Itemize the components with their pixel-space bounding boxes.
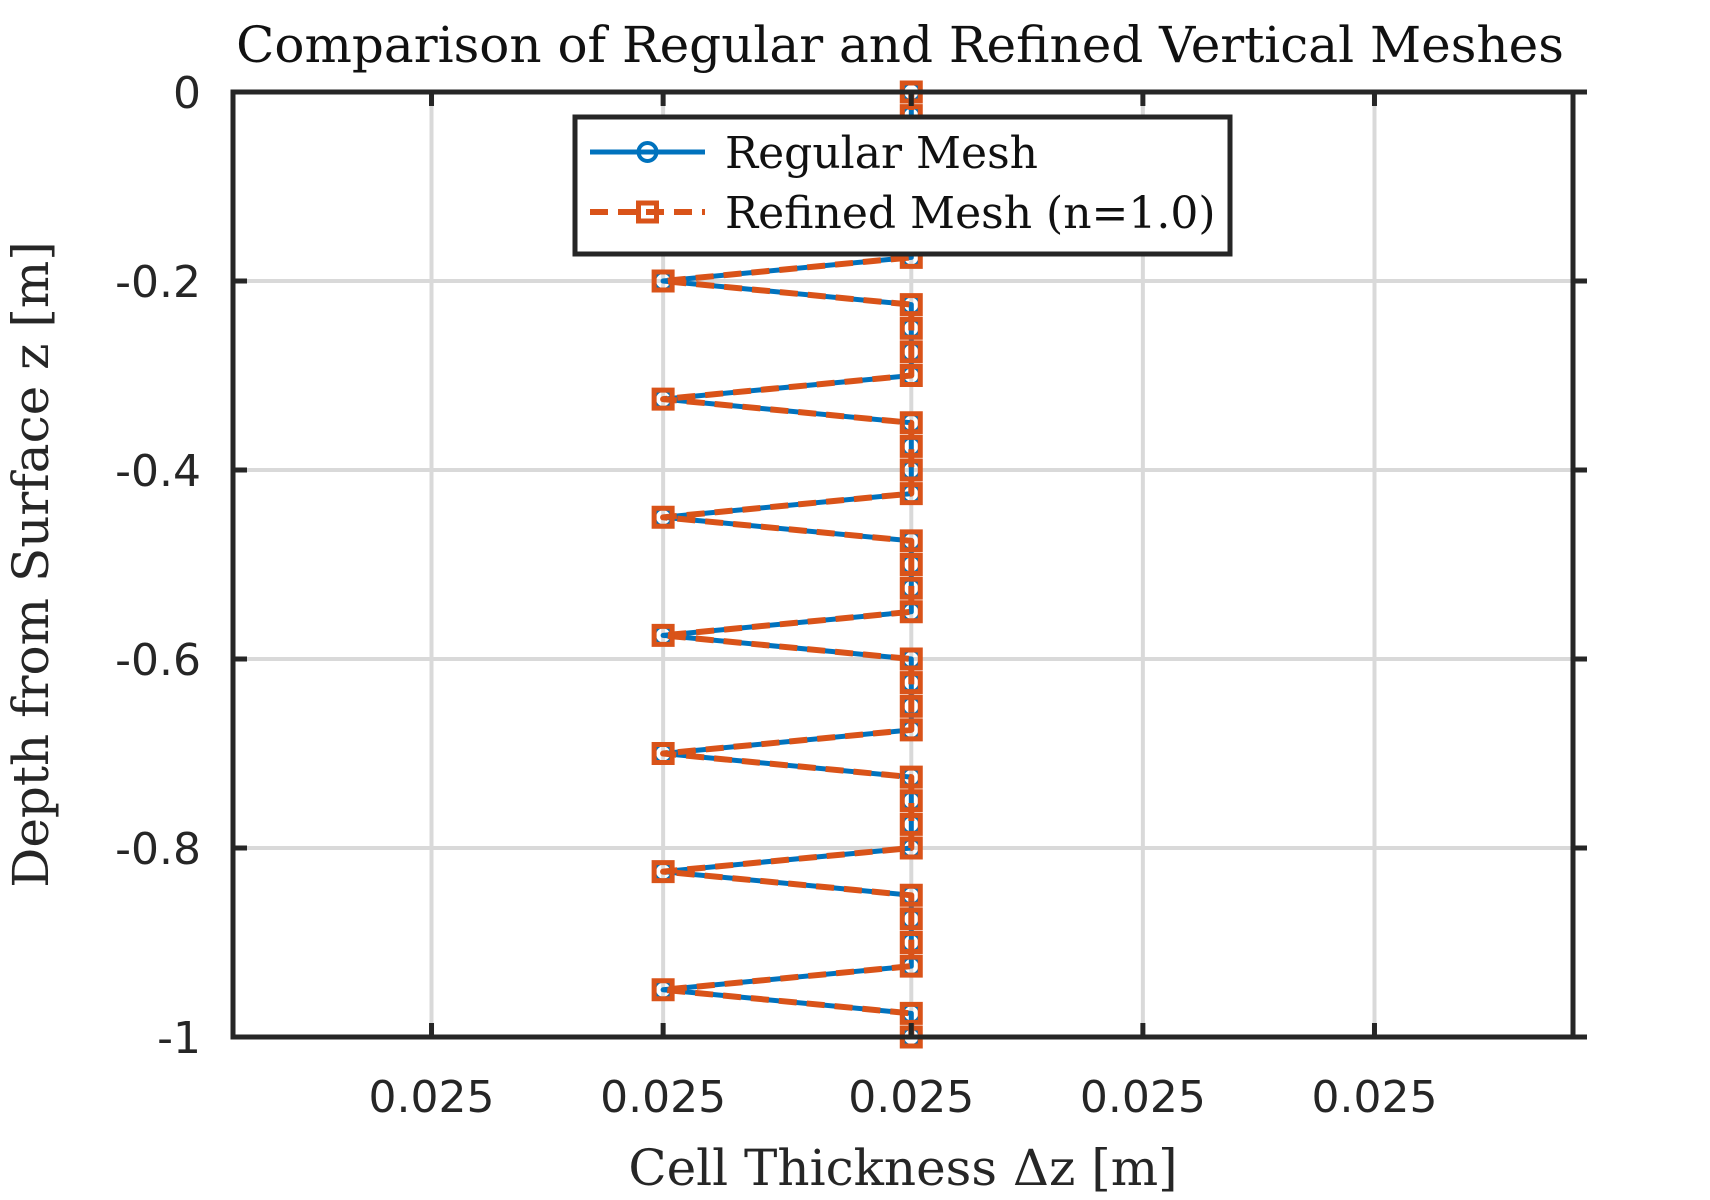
legend-marker-sample	[636, 141, 659, 163]
data-point-marker	[899, 718, 923, 742]
data-point-marker	[899, 434, 923, 458]
data-point-marker	[899, 1001, 923, 1025]
data-point-marker	[899, 482, 923, 506]
data-point-marker	[899, 458, 923, 482]
data-point-marker	[651, 860, 675, 884]
x-tick-label: 0.025	[1311, 1072, 1437, 1123]
y-tick-label: -0.8	[115, 824, 201, 875]
data-point-marker	[899, 694, 923, 718]
data-point-marker	[899, 671, 923, 695]
plot-area-frame	[230, 89, 1576, 1040]
data-point-marker	[899, 765, 923, 789]
data-point-marker	[651, 978, 675, 1002]
legend: Regular Mesh Refined Mesh (n=1.0)	[572, 114, 1233, 257]
data-point-marker	[899, 364, 923, 387]
x-tick-label: 0.025	[848, 1072, 974, 1123]
y-tick-label: -0.4	[115, 446, 201, 497]
data-point-marker	[899, 316, 923, 340]
data-point-marker	[899, 529, 923, 553]
y-axis-label: Depth from Surface z [m]	[2, 241, 60, 888]
chart-title: Comparison of Regular and Refined Vertic…	[236, 16, 1564, 74]
data-point-marker	[651, 505, 675, 529]
axis-ticks: 0.025 0.025 0.025 0.025 0.025 0 -0.2 -0.4 -0.6 -0…	[115, 68, 1587, 1123]
data-point-marker	[899, 812, 923, 836]
data-point-marker	[899, 411, 923, 435]
y-tick-label: -0.6	[115, 635, 201, 686]
y-tick-label: -1	[157, 1013, 201, 1064]
x-tick-label: 0.025	[600, 1072, 726, 1123]
data-point-marker	[899, 907, 923, 931]
data-point-marker	[651, 269, 675, 293]
data-point-marker	[899, 576, 923, 600]
data-point-marker	[899, 883, 923, 907]
data-point-marker	[899, 293, 923, 317]
data-point-marker	[899, 553, 923, 576]
data-point-marker	[651, 623, 675, 647]
data-point-marker	[651, 742, 675, 765]
data-point-marker	[899, 789, 923, 813]
data-point-marker	[899, 340, 923, 364]
x-axis-label: Cell Thickness Δz [m]	[628, 1139, 1177, 1197]
data-point-marker	[899, 836, 923, 860]
data-point-marker	[899, 954, 923, 978]
x-tick-label: 0.025	[369, 1072, 495, 1123]
legend-box	[572, 114, 1233, 257]
y-tick-label: -0.2	[115, 257, 201, 308]
legend-label: Refined Mesh (n=1.0)	[725, 188, 1216, 239]
y-tick-label: 0	[173, 68, 201, 119]
x-tick-label: 0.025	[1080, 1072, 1206, 1123]
data-point-marker	[899, 600, 923, 624]
data-point-marker	[899, 931, 923, 954]
data-point-marker	[899, 647, 923, 671]
legend-label: Regular Mesh	[725, 128, 1038, 179]
legend-marker-sample	[636, 200, 659, 224]
data-point-marker	[651, 387, 675, 411]
